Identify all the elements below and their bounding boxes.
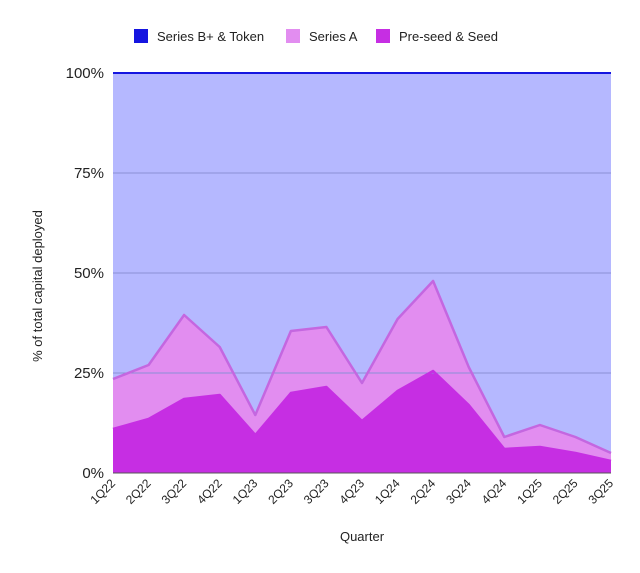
y-axis-title: % of total capital deployed bbox=[30, 210, 45, 362]
y-axis-ticks: 0% 25% 50% 75% 100% bbox=[66, 65, 104, 482]
x-tick-label: 3Q24 bbox=[443, 476, 474, 507]
x-tick-label: 2Q23 bbox=[265, 476, 296, 507]
x-tick-label: 2Q25 bbox=[550, 476, 581, 507]
x-tick-label: 4Q24 bbox=[479, 476, 510, 507]
x-axis-ticks: 1Q22 2Q22 3Q22 4Q22 1Q23 2Q23 3Q23 4Q23 1Q24 2Q24… bbox=[87, 476, 616, 507]
legend-label: Series A bbox=[309, 29, 358, 44]
legend-item: Pre-seed & Seed bbox=[376, 29, 498, 44]
x-tick-label: 3Q22 bbox=[159, 476, 190, 507]
legend-swatch bbox=[286, 29, 300, 43]
x-axis-title: Quarter bbox=[340, 529, 385, 544]
x-tick-label: 3Q25 bbox=[585, 476, 616, 507]
legend-label: Pre-seed & Seed bbox=[399, 29, 498, 44]
y-tick-label: 100% bbox=[66, 65, 104, 82]
legend-item: Series B+ & Token bbox=[134, 29, 264, 44]
area-series-b-token bbox=[113, 73, 611, 453]
y-tick-label: 75% bbox=[74, 165, 104, 182]
legend-label: Series B+ & Token bbox=[157, 29, 264, 44]
plot-area bbox=[112, 72, 612, 474]
series-line-series-a bbox=[112, 279, 612, 455]
x-tick-label: 1Q24 bbox=[372, 476, 403, 507]
x-tick-label: 1Q25 bbox=[514, 476, 545, 507]
y-tick-label: 50% bbox=[74, 265, 104, 282]
y-tick-label: 0% bbox=[82, 465, 104, 482]
legend-swatch bbox=[134, 29, 148, 43]
x-tick-label: 4Q22 bbox=[194, 476, 225, 507]
legend: Series B+ & Token Series A Pre-seed & Seed bbox=[134, 29, 498, 44]
series-line-pre-seed-seed bbox=[112, 369, 612, 463]
x-tick-label: 2Q24 bbox=[408, 476, 439, 507]
area-series-a bbox=[113, 281, 611, 461]
x-tick-label: 3Q23 bbox=[301, 476, 332, 507]
x-tick-label: 4Q23 bbox=[336, 476, 367, 507]
x-tick-label: 2Q22 bbox=[123, 476, 154, 507]
x-tick-label: 1Q23 bbox=[230, 476, 261, 507]
legend-swatch bbox=[376, 29, 390, 43]
legend-item: Series A bbox=[286, 29, 358, 44]
y-tick-label: 25% bbox=[74, 365, 104, 382]
